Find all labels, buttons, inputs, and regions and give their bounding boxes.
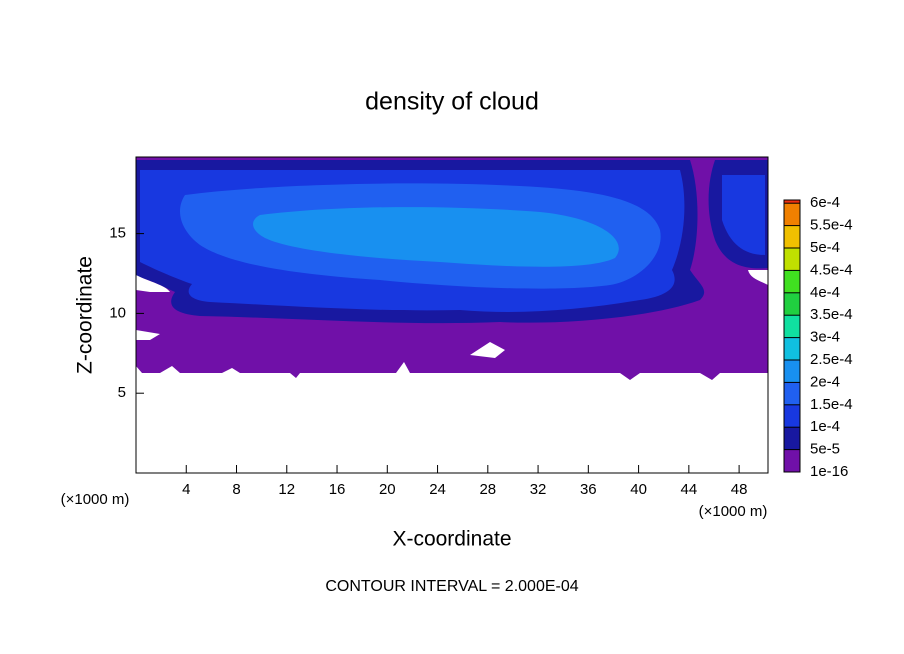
colorbar-label: 4.5e-4 <box>810 261 853 278</box>
colorbar-label: 2e-4 <box>810 373 840 390</box>
y-unit: (×1000 m) <box>61 491 130 508</box>
colorbar-segment <box>784 203 800 226</box>
contour-region <box>253 207 619 267</box>
colorbar-label: 2.5e-4 <box>810 351 853 368</box>
plot-frame <box>135 156 769 474</box>
x-tick-label: 24 <box>429 481 446 498</box>
x-tick-label: 12 <box>278 481 295 498</box>
colorbar-label: 4e-4 <box>810 284 840 301</box>
colorbar-label: 5.5e-4 <box>810 217 853 234</box>
footnote: CONTOUR INTERVAL = 2.000E-04 <box>325 578 578 595</box>
x-axis-label: X-coordinate <box>392 528 511 551</box>
colorbar-label: 5e-4 <box>810 239 840 256</box>
colorbar-segment <box>784 449 800 472</box>
x-tick-label: 32 <box>530 481 547 498</box>
colorbar-label: 5e-5 <box>810 441 840 458</box>
x-tick-label: 36 <box>580 481 597 498</box>
colorbar-label: 1.5e-4 <box>810 396 853 413</box>
x-tick-label: 16 <box>329 481 346 498</box>
x-tick-label: 28 <box>479 481 496 498</box>
x-tick-label: 48 <box>731 481 748 498</box>
colorbar-segment <box>784 225 800 248</box>
x-tick-label: 44 <box>680 481 697 498</box>
y-axis-label: Z-coordinate <box>74 256 97 374</box>
colorbar-label: 6e-4 <box>810 194 840 211</box>
colorbar-segment <box>784 337 800 360</box>
y-tick-label: 10 <box>109 304 126 321</box>
colorbar-segment <box>784 315 800 338</box>
colorbar-label: 1e-4 <box>810 418 840 435</box>
x-tick-label: 4 <box>182 481 190 498</box>
colorbar-segment <box>784 404 800 428</box>
colorbar-segment <box>784 292 800 316</box>
y-tick-label: 5 <box>118 384 126 401</box>
x-tick-label: 8 <box>232 481 240 498</box>
contour-field <box>136 157 768 380</box>
colorbar-segment <box>784 270 800 293</box>
x-tick-label: 20 <box>379 481 396 498</box>
x-unit: (×1000 m) <box>699 503 768 520</box>
colorbar-label: 1e-16 <box>810 463 848 480</box>
colorbar-segment <box>784 382 800 405</box>
colorbar-label: 3e-4 <box>810 329 840 346</box>
colorbar-segment <box>784 200 800 204</box>
y-tick-label: 15 <box>109 225 126 242</box>
colorbar-label: 3.5e-4 <box>810 306 853 323</box>
colorbar-segment <box>784 248 800 271</box>
chart-title: density of cloud <box>365 88 539 116</box>
x-tick-label: 40 <box>630 481 647 498</box>
colorbar-segment <box>784 427 800 450</box>
colorbar-segment <box>784 360 800 383</box>
